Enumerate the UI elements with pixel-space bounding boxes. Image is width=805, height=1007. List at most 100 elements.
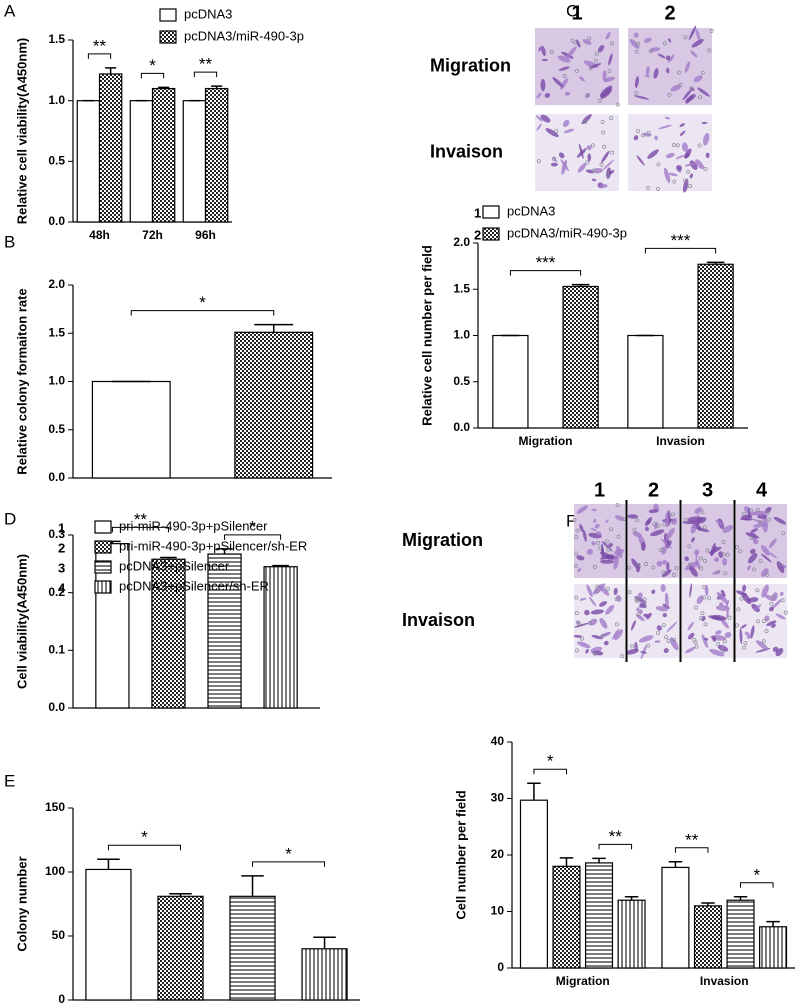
cell <box>753 604 762 610</box>
pore <box>595 589 600 594</box>
cell <box>694 549 700 556</box>
cell <box>665 512 669 528</box>
pore <box>725 552 730 557</box>
cell <box>596 531 602 536</box>
pore <box>723 571 728 576</box>
cell <box>766 620 777 627</box>
cell <box>608 542 613 548</box>
cell <box>654 640 661 643</box>
cell <box>722 558 728 566</box>
cell <box>667 540 672 546</box>
cell <box>605 519 609 524</box>
cell <box>591 508 597 512</box>
cell <box>647 149 659 159</box>
cell <box>760 553 772 563</box>
cell <box>585 648 589 654</box>
pore <box>700 70 705 75</box>
pore <box>683 35 688 40</box>
cell <box>615 595 622 602</box>
pore <box>609 116 614 121</box>
pore <box>755 588 760 593</box>
significance-bracket <box>193 71 218 78</box>
cell <box>688 25 697 40</box>
cell <box>684 148 692 159</box>
pore <box>689 86 694 91</box>
significance-label: *** <box>671 231 691 250</box>
significance-bracket <box>107 844 181 851</box>
pore <box>670 512 675 517</box>
panel-label: D <box>4 509 16 528</box>
legend-number: 1 <box>474 205 481 220</box>
cell <box>684 162 697 167</box>
pore <box>701 585 706 589</box>
cell <box>593 518 597 523</box>
cell <box>590 609 604 615</box>
cell <box>756 640 769 651</box>
pore <box>610 41 615 46</box>
pore <box>591 143 595 148</box>
cell <box>668 38 672 43</box>
pore <box>614 622 619 627</box>
cell <box>661 546 667 555</box>
pore <box>614 597 619 602</box>
cell <box>644 75 650 78</box>
micrograph-column-label: 1 <box>571 2 582 24</box>
x-tick-label: 96h <box>195 228 216 242</box>
significance-label: ** <box>134 510 148 529</box>
cell <box>540 114 551 123</box>
pore <box>703 166 708 171</box>
cell <box>666 621 678 633</box>
cell <box>764 594 775 602</box>
significance-bracket <box>130 310 275 316</box>
bar <box>726 899 755 969</box>
pore <box>749 508 753 513</box>
cell <box>745 532 760 539</box>
cell <box>749 548 756 555</box>
significance-label: * <box>547 752 554 771</box>
cell <box>631 558 639 569</box>
pore <box>602 144 607 149</box>
cell <box>590 527 597 532</box>
y-tick-label: 1.5 <box>48 325 65 339</box>
cell <box>682 89 692 101</box>
pore <box>632 527 637 532</box>
pore <box>585 160 590 165</box>
cell <box>670 84 682 92</box>
pore <box>616 534 621 539</box>
cell <box>578 143 584 159</box>
cell <box>656 625 662 631</box>
error-bar <box>158 86 170 89</box>
cell <box>704 637 709 641</box>
cell <box>579 524 584 533</box>
bar <box>204 87 229 223</box>
pore <box>588 621 593 625</box>
bar <box>229 895 276 1001</box>
pore <box>707 596 711 601</box>
cell <box>720 589 725 595</box>
cell <box>703 132 710 146</box>
y-tick-label: 0.0 <box>48 470 65 484</box>
cell <box>593 167 603 174</box>
y-tick-label: 1.0 <box>453 328 470 342</box>
bar <box>759 926 788 969</box>
pore <box>756 619 760 624</box>
cell <box>744 631 750 636</box>
pore <box>761 639 766 644</box>
cell <box>552 77 564 88</box>
pore <box>641 602 646 607</box>
bar <box>584 862 614 969</box>
cell <box>771 623 776 629</box>
cell <box>679 123 685 127</box>
cell <box>752 510 767 516</box>
pore <box>721 649 726 653</box>
cell <box>665 528 675 540</box>
legend-swatch <box>94 520 112 534</box>
micrograph <box>535 114 619 191</box>
cell <box>684 61 691 74</box>
cell <box>574 622 589 628</box>
pore <box>783 610 788 615</box>
y-tick-label: 2.0 <box>48 277 65 291</box>
pore <box>574 68 579 73</box>
cell <box>603 640 609 646</box>
